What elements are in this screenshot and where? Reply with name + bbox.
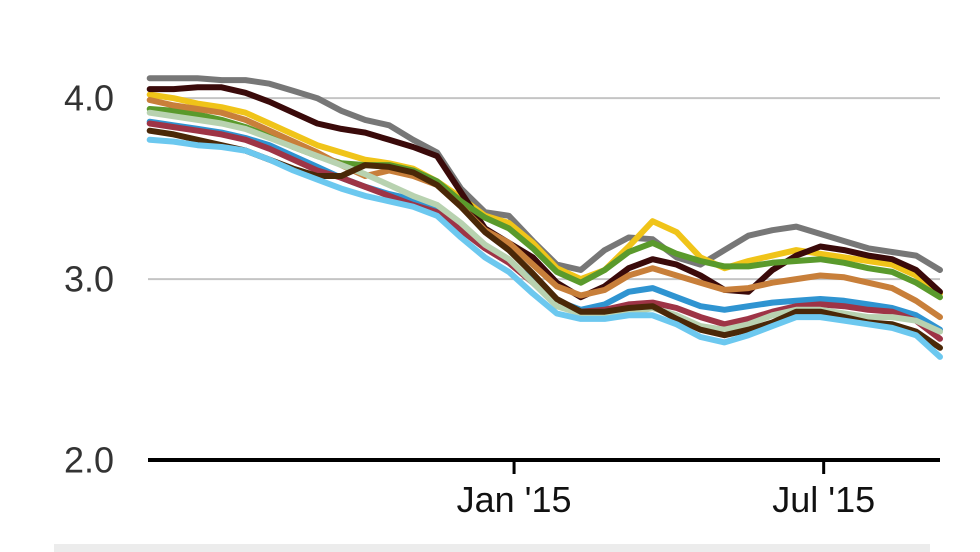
x-tick-label: Jul '15 xyxy=(772,479,875,520)
series-line-1 xyxy=(146,75,943,273)
y-tick-label: 4.0 xyxy=(64,78,114,119)
series-line-5 xyxy=(146,97,943,321)
series-line-10 xyxy=(146,136,943,360)
series-line-3 xyxy=(146,84,943,301)
axes: 2.0 3.0 4.0 Jan '15 Jul '15 xyxy=(64,78,940,520)
x-tick-label: Jan '15 xyxy=(457,479,572,520)
y-tick-label: 2.0 xyxy=(64,440,114,481)
series-lines xyxy=(146,75,943,360)
y-tick-label: 3.0 xyxy=(64,259,114,300)
footer-bar xyxy=(54,544,930,552)
